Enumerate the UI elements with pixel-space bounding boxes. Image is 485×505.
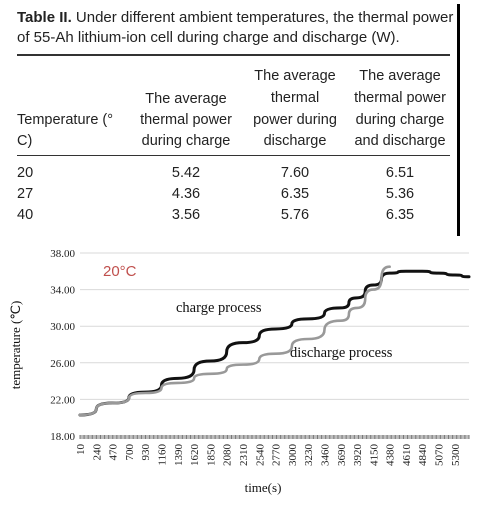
x-tick-label: 1390	[173, 444, 185, 467]
cell-r1-both: 6.51	[385, 165, 415, 181]
header-charge-line2: thermal power	[140, 112, 232, 128]
x-tick-label: 10	[75, 444, 87, 456]
x-tick-label: 4610	[401, 444, 413, 467]
table-label: Table II.	[17, 9, 72, 26]
series-line-charge	[78, 269, 471, 417]
chart-title: 20°C	[103, 263, 137, 280]
header-charge-line1: The average	[145, 91, 227, 107]
x-tick-labels: 10 240 470 700 930 1160 1390 1620 1850 2080 2310 25…	[75, 444, 462, 467]
x-tick-label: 5300	[450, 444, 462, 467]
x-axis-label: time(s)	[245, 480, 282, 495]
header-charge-line3: during charge	[141, 133, 231, 149]
y-tick-label: 22.00	[50, 394, 75, 406]
x-tick-label: 1160	[156, 444, 168, 466]
header-temperature-line1: Temperature (°	[17, 112, 114, 128]
x-tick-label: 700	[124, 444, 136, 461]
table-right-border	[457, 4, 460, 236]
cell-r3-charge: 3.56	[171, 207, 201, 223]
x-tick-label: 4150	[368, 444, 380, 467]
header-temperature-line2: C)	[17, 133, 33, 149]
chart-gridlines	[80, 252, 469, 437]
x-tick-label: 1850	[205, 444, 217, 467]
x-tick-label: 470	[108, 444, 120, 461]
series-label-charge: charge process	[176, 300, 262, 316]
x-tick-label: 3460	[319, 444, 331, 467]
cell-r2-charge: 4.36	[171, 186, 201, 202]
cell-r3-discharge: 5.76	[280, 207, 310, 223]
cell-r1-charge: 5.42	[171, 165, 201, 181]
header-both-line2: thermal power	[354, 90, 446, 106]
x-tick-label: 1620	[189, 444, 201, 467]
series-label-discharge: discharge process	[290, 345, 393, 361]
table-top-rule	[17, 54, 450, 56]
cell-r2-temp: 27	[17, 186, 34, 202]
y-tick-label: 26.00	[50, 358, 75, 370]
cell-r2-both: 5.36	[385, 186, 415, 202]
cell-r3-both: 6.35	[385, 207, 415, 223]
header-discharge-line4: discharge	[263, 133, 327, 149]
cell-r1-temp: 20	[17, 165, 34, 181]
header-discharge-line2: thermal	[270, 90, 320, 106]
x-tick-label: 240	[91, 444, 103, 461]
x-tick-label: 930	[140, 444, 152, 461]
x-tick-label: 2310	[238, 444, 250, 467]
header-both-line1: The average	[359, 68, 441, 84]
y-tick-label: 38.00	[50, 248, 75, 260]
x-tick-label: 4380	[385, 444, 397, 467]
header-discharge-line3: power during	[253, 112, 337, 128]
table-header-rule	[17, 155, 450, 156]
x-tick-label: 4840	[417, 444, 429, 467]
x-tick-label: 3690	[336, 444, 348, 467]
series-line-discharge	[78, 265, 391, 417]
cell-r3-temp: 40	[17, 207, 34, 223]
x-tick-label: 2540	[254, 444, 266, 467]
header-discharge-line1: The average	[254, 68, 336, 84]
cell-r1-discharge: 7.60	[280, 165, 310, 181]
header-both-line4: and discharge	[354, 133, 446, 149]
y-tick-label: 30.00	[50, 321, 75, 333]
x-tick-label: 3000	[287, 444, 299, 467]
x-axis-rail	[80, 435, 469, 439]
y-axis-label: temperature (℃)	[8, 301, 23, 390]
x-tick-label: 3920	[352, 444, 364, 467]
table-caption: Table II. Under different ambient temper…	[17, 8, 457, 48]
x-tick-label: 3230	[303, 444, 315, 467]
y-tick-label: 34.00	[50, 285, 75, 297]
x-tick-label: 5070	[434, 444, 446, 467]
y-tick-labels: 38.00 34.00 30.00 26.00 22.00 18.00	[50, 248, 75, 443]
x-tick-marks	[79, 435, 470, 439]
header-both-line3: during charge	[355, 112, 445, 128]
caption-text: Under different ambient temperatures, th…	[17, 9, 454, 46]
series-lines	[78, 265, 471, 417]
x-tick-label: 2080	[222, 444, 234, 467]
y-tick-label: 18.00	[50, 431, 75, 443]
x-tick-label: 2770	[271, 444, 283, 467]
cell-r2-discharge: 6.35	[280, 186, 310, 202]
